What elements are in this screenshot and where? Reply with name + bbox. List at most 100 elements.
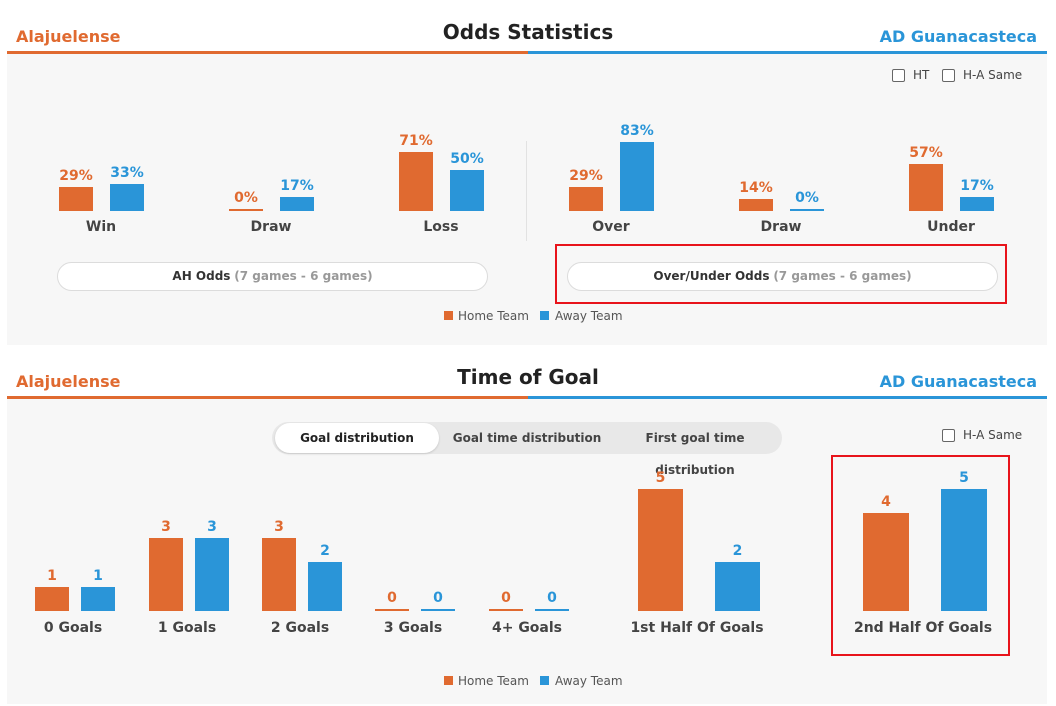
goal-category-label: 0 Goals: [43, 620, 103, 636]
goals-legend-home-swatch: [444, 676, 453, 685]
tab-goal-time-distribution[interactable]: Goal time distribution: [452, 431, 602, 445]
goal-bar-away: [535, 609, 569, 611]
goal-bar-home: [638, 489, 683, 611]
goal-bar-home: [375, 609, 409, 611]
odds-bar-away: [110, 183, 144, 211]
ou-odds-button[interactable]: Over/Under Odds (7 games - 6 games): [567, 262, 998, 291]
ou-odds-games: (7 games - 6 games): [773, 269, 912, 283]
goal-bar-away: [421, 609, 455, 611]
odds-bar-home: [569, 186, 603, 211]
odds-value-away: 17%: [280, 177, 314, 194]
tab-goal-distribution[interactable]: Goal distribution: [275, 423, 439, 453]
goal-value-away: 1: [93, 567, 103, 584]
odds-bar-away: [280, 196, 314, 211]
goal-bar-home: [262, 537, 296, 611]
tab-first-goal-time-distribution[interactable]: First goal time distribution: [645, 431, 745, 477]
odds-value-home: 0%: [234, 190, 258, 206]
odds-bar-away: [450, 169, 484, 211]
ou-odds-label: Over/Under Odds: [653, 269, 770, 283]
odds-panel: [7, 54, 1047, 345]
odds-bar-home: [229, 209, 263, 211]
ah-odds-games: (7 games - 6 games): [234, 269, 373, 283]
odds-category-label: Draw: [250, 219, 292, 235]
goal-category-label: 2nd Half Of Goals: [853, 620, 993, 636]
odds-title: Odds Statistics: [442, 20, 614, 44]
odds-ha-same-label: H-A Same: [963, 68, 1023, 82]
odds-chart-divider: [526, 141, 527, 241]
odds-bar-home: [739, 199, 773, 211]
goals-ha-same-checkbox[interactable]: [942, 429, 955, 442]
odds-category-label: Win: [85, 219, 117, 235]
odds-value-home: 29%: [59, 167, 93, 184]
odds-value-away: 17%: [960, 177, 994, 194]
goal-bar-home: [149, 537, 183, 611]
goal-value-home: 0: [501, 590, 511, 606]
goal-category-label: 3 Goals: [383, 620, 443, 636]
odds-category-label: Over: [592, 219, 630, 235]
odds-value-away: 83%: [620, 123, 654, 140]
odds-category-label: Loss: [423, 219, 459, 235]
goal-bar-away: [308, 562, 342, 611]
second-half-highlight-box: [831, 455, 1010, 656]
goal-value-home: 0: [387, 590, 397, 606]
goal-tabs: Goal distribution Goal time distribution…: [272, 422, 782, 477]
goals-legend-away: Away Team: [555, 674, 623, 688]
goal-category-label: 4+ Goals: [491, 620, 563, 636]
goals-title: Time of Goal: [457, 365, 599, 389]
odds-bar-home: [909, 163, 943, 211]
goal-value-home: 3: [274, 518, 284, 535]
odds-value-home: 71%: [399, 133, 433, 150]
goal-value-away: 2: [320, 543, 330, 560]
goal-value-home: 5: [655, 470, 666, 486]
odds-value-home: 57%: [909, 144, 943, 161]
goals-legend-home: Home Team: [458, 674, 529, 688]
goal-bar-away: [81, 586, 115, 611]
ah-odds-button[interactable]: AH Odds (7 games - 6 games): [57, 262, 488, 291]
goal-bar-away: [715, 562, 760, 611]
goal-bar-home: [35, 586, 69, 611]
goals-ha-same-label: H-A Same: [963, 428, 1023, 442]
odds-bar-away: [620, 142, 654, 211]
goals-home-line: [7, 396, 528, 399]
goals-legend-away-swatch: [540, 676, 549, 685]
odds-legend-home: Home Team: [458, 309, 529, 323]
goal-category-label: 1 Goals: [157, 620, 217, 636]
odds-category-label: Draw: [760, 219, 802, 235]
odds-bar-home: [399, 152, 433, 211]
ah-odds-label: AH Odds: [172, 269, 231, 283]
goal-bar-away: [195, 537, 229, 611]
ou-highlight-box: [555, 244, 1007, 304]
ht-label: HT: [913, 68, 930, 82]
goal-bar-home: [489, 609, 523, 611]
odds-home-line: [7, 51, 528, 54]
odds-legend-home-swatch: [444, 311, 453, 320]
odds-value-away: 0%: [795, 190, 819, 206]
ht-checkbox[interactable]: [892, 69, 905, 82]
goal-category-label: 1st Half Of Goals: [630, 620, 764, 636]
goal-bar-home: [863, 513, 909, 611]
goal-category-label: 2 Goals: [270, 620, 330, 636]
odds-home-team: Alajuelense: [16, 27, 121, 46]
odds-value-away: 33%: [110, 164, 144, 181]
odds-ha-same-checkbox[interactable]: [942, 69, 955, 82]
odds-value-home: 14%: [739, 180, 773, 197]
odds-bar-away: [960, 196, 994, 211]
odds-bar-away: [790, 209, 824, 211]
goal-value-away: 2: [732, 543, 743, 560]
goal-value-home: 1: [47, 567, 57, 584]
odds-value-home: 29%: [569, 167, 603, 184]
goal-value-away: 5: [959, 470, 969, 486]
goal-value-away: 0: [547, 590, 557, 606]
odds-away-team: AD Guanacasteca: [879, 27, 1037, 46]
odds-bar-home: [59, 186, 93, 211]
goal-value-away: 0: [433, 590, 443, 606]
odds-category-label: Under: [927, 219, 975, 235]
goal-value-home: 4: [881, 494, 891, 511]
odds-away-line: [528, 51, 1047, 54]
goal-value-home: 3: [161, 518, 171, 535]
goals-home-team: Alajuelense: [16, 372, 121, 391]
goal-value-away: 3: [207, 518, 217, 535]
goals-away-team: AD Guanacasteca: [879, 372, 1037, 391]
odds-legend-away: Away Team: [555, 309, 623, 323]
goal-bar-away: [941, 489, 987, 611]
